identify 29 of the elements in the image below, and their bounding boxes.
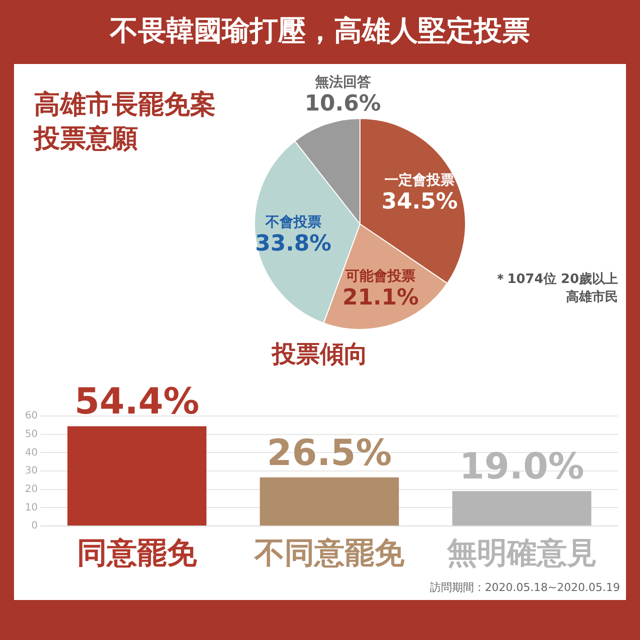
- bar: [452, 491, 592, 526]
- slice-label: 無法回答: [314, 74, 371, 90]
- y-tick-label: 40: [24, 447, 38, 458]
- slice-label: 可能會投票: [344, 268, 416, 284]
- text: 訪問期間：2020.05.18~2020.05.19: [428, 580, 620, 595]
- slice-label: 一定會投票: [384, 171, 455, 188]
- x-tick-label: 不同意罷免: [253, 536, 406, 571]
- x-tick-label: 同意罷免: [76, 536, 198, 571]
- y-tick-label: 10: [24, 502, 38, 514]
- data-label: 19.0%: [459, 446, 584, 488]
- chart-title: 不畏韓國瑜打壓，高雄人堅定投票: [108, 13, 531, 49]
- chart-title: 投票傾向: [270, 339, 369, 370]
- data-label: 10.6%: [304, 92, 381, 116]
- y-tick-label: 50: [24, 428, 38, 440]
- y-tick-label: 0: [31, 520, 38, 532]
- data-label: 21.1%: [342, 285, 419, 310]
- bar: [260, 477, 399, 526]
- data-label: 34.5%: [382, 189, 458, 214]
- data-label: 33.8%: [255, 232, 332, 257]
- x-tick-label: 無明確意見: [446, 536, 597, 571]
- text: 高雄市長罷免案投票意願: [34, 89, 217, 156]
- data-label: 54.4%: [74, 382, 200, 423]
- bar: [67, 426, 206, 526]
- text: ＊1074位 20歲以上高雄市民: [494, 271, 618, 306]
- y-tick-label: 30: [24, 466, 38, 477]
- data-label: 26.5%: [266, 432, 392, 474]
- y-tick-label: 20: [24, 484, 38, 495]
- slice-label: 不會投票: [264, 214, 322, 231]
- y-tick-label: 60: [24, 410, 38, 422]
